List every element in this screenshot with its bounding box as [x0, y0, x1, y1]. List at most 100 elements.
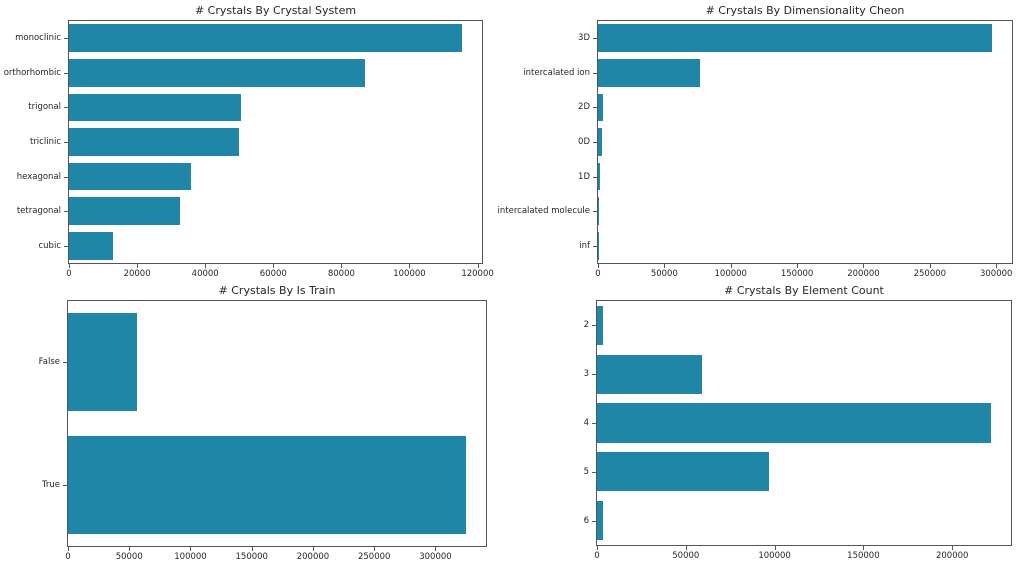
y-tick-mark [64, 107, 68, 109]
bar-orthorhombic [69, 59, 366, 87]
x-tick-label: 20000 [123, 269, 151, 279]
bar-true [68, 435, 467, 534]
y-tick-mark [592, 325, 596, 327]
y-tick-label: 0D [578, 137, 590, 147]
x-tick-mark [409, 264, 411, 268]
x-tick-label: 300000 [979, 269, 1013, 279]
y-tick-mark [64, 245, 68, 247]
x-tick-mark [312, 547, 314, 551]
x-tick-label: 120000 [461, 269, 494, 279]
x-tick-mark [68, 547, 69, 551]
y-tick-label: monoclinic [15, 33, 61, 44]
y-tick-label: False [38, 357, 60, 368]
x-tick-label: 150000 [235, 552, 268, 562]
y-tick-mark [592, 520, 596, 522]
bar-3d [598, 24, 993, 53]
x-tick-label: 0 [595, 269, 601, 279]
y-tick-label: hexagonal [16, 171, 61, 182]
x-tick-label: 100000 [758, 551, 791, 561]
x-tick-label: 200000 [847, 269, 880, 279]
x-tick-label: 250000 [357, 552, 391, 562]
bar-hexagonal [69, 162, 191, 191]
y-tick-mark [593, 38, 597, 40]
x-tick-label: 50000 [672, 551, 700, 561]
x-tick-label: 100000 [714, 269, 747, 279]
y-tick-label: intercalated molecule [497, 206, 590, 217]
chart-crystal-system: # Crystals By Crystal System monoclinic o… [0, 0, 512, 285]
y-tick-mark [64, 176, 68, 178]
x-tick-label: 50000 [115, 552, 143, 562]
x-tick-label: 200000 [296, 552, 330, 562]
y-tick-mark [593, 72, 597, 74]
x-tick-mark [597, 546, 598, 550]
y-tick-label: 3D [578, 33, 590, 44]
x-tick-mark [341, 264, 343, 268]
x-tick-label: 0 [66, 269, 72, 279]
bar-false [68, 313, 138, 412]
y-tick-mark [64, 72, 68, 74]
x-tick-label: 250000 [913, 269, 947, 279]
x-tick-label: 80000 [327, 269, 355, 279]
chart-dimensionality-cheon: # Crystals By Dimensionality Cheon 3D int… [498, 0, 1024, 285]
y-tick-label: trigonal [28, 102, 61, 113]
x-tick-mark [664, 264, 666, 268]
y-tick-label: orthorhombic [3, 67, 61, 78]
chart-title: # Crystals By Crystal System [194, 4, 357, 17]
y-tick-mark [593, 211, 597, 213]
plot-area [68, 20, 483, 264]
y-tick-mark [64, 38, 68, 40]
y-tick-label: 4 [583, 418, 589, 428]
y-tick-mark [592, 423, 596, 424]
y-tick-label: tetragonal [16, 206, 61, 217]
bar-trigonal [69, 93, 241, 122]
x-tick-mark [205, 264, 207, 268]
x-tick-label: 40000 [191, 269, 219, 279]
y-tick-mark [64, 211, 68, 213]
x-tick-label: 300000 [419, 552, 452, 562]
bar-intercalated-ion [598, 59, 701, 87]
plot-area [596, 300, 1012, 546]
x-tick-mark [730, 264, 732, 268]
x-tick-mark [69, 264, 70, 268]
bar-cubic [69, 231, 113, 260]
x-tick-mark [374, 547, 376, 551]
y-tick-label: 3 [583, 369, 589, 380]
x-tick-mark [273, 264, 275, 268]
x-tick-mark [774, 546, 776, 550]
bar-monoclinic [69, 24, 463, 53]
bar-2d [598, 93, 603, 122]
x-tick-mark [129, 547, 131, 551]
x-tick-mark [685, 546, 687, 550]
y-tick-mark [592, 374, 596, 376]
bar-0d [598, 128, 603, 156]
y-tick-label: 2D [578, 102, 590, 113]
chart-element-count: # Crystals By Element Count 2 3 4 5 6 0 50000 1… [512, 284, 1024, 569]
x-tick-mark [137, 264, 139, 268]
bar-4 [597, 403, 992, 443]
y-tick-mark [593, 142, 597, 143]
x-tick-mark [996, 264, 998, 268]
y-tick-label: 5 [583, 466, 589, 477]
bar-triclinic [69, 128, 239, 156]
x-tick-label: 0 [594, 551, 600, 561]
y-tick-label: inf [579, 240, 590, 251]
x-tick-label: 50000 [650, 269, 678, 279]
plot-area [67, 300, 487, 547]
x-tick-label: 150000 [847, 551, 880, 561]
y-tick-label: triclinic [29, 137, 61, 147]
x-tick-mark [435, 547, 437, 551]
bar-6 [597, 501, 604, 541]
y-tick-mark [593, 107, 597, 109]
bar-5 [597, 452, 770, 492]
x-tick-mark [251, 547, 253, 551]
y-tick-label: cubic [38, 240, 62, 251]
x-tick-label: 60000 [259, 269, 287, 279]
y-tick-mark [593, 245, 597, 247]
y-tick-mark [63, 484, 67, 486]
bar-3 [597, 354, 702, 394]
y-tick-label: intercalated ion [523, 67, 590, 78]
y-tick-mark [63, 362, 67, 364]
x-tick-label: 200000 [935, 551, 969, 561]
x-tick-mark [598, 264, 599, 268]
chart-title: # Crystals By Dimensionality Cheon [705, 4, 905, 17]
